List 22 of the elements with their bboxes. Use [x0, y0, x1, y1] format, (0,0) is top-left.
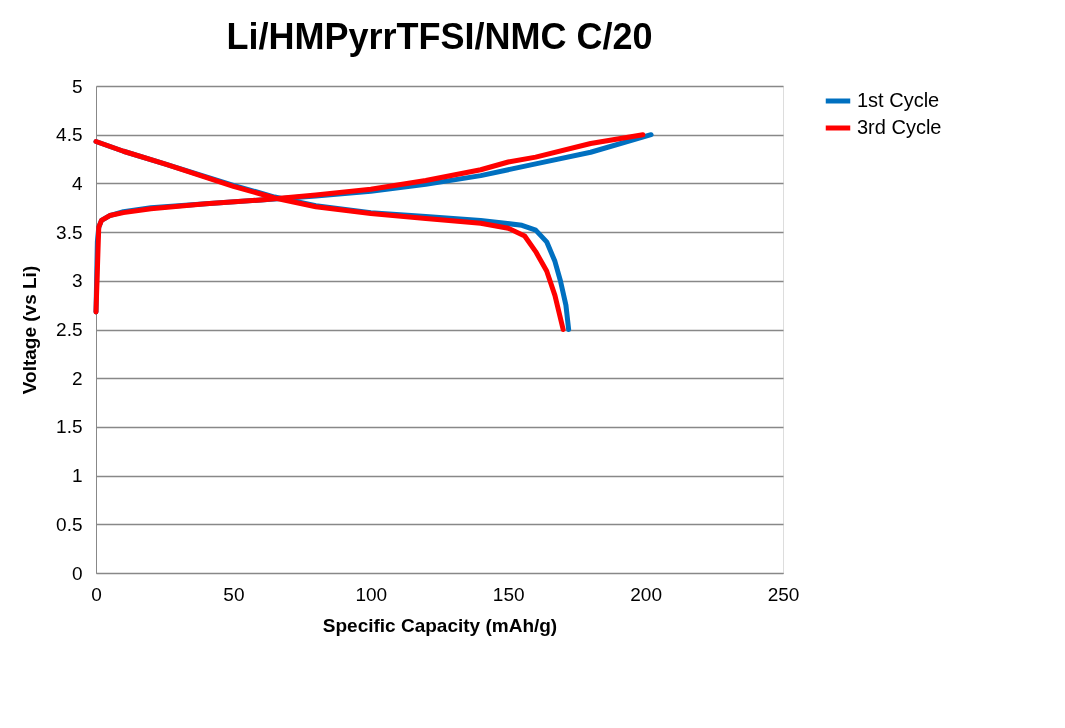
y-axis-title: Voltage (vs Li): [19, 265, 41, 395]
x-tick-label: 50: [223, 583, 245, 605]
x-axis-title: Specific Capacity (mAh/g): [322, 614, 558, 636]
y-tick-label: 4: [71, 172, 83, 194]
legend-label: 3rd Cycle: [857, 116, 942, 138]
y-tick-label: 1: [71, 465, 83, 487]
y-tick-label: 0: [71, 562, 83, 584]
y-tick-label: 2: [71, 367, 83, 389]
x-tick-label: 250: [767, 583, 800, 605]
legend-label: 1st Cycle: [857, 89, 940, 111]
y-tick-label: 3: [71, 270, 83, 292]
y-tick-label: 0.5: [56, 513, 83, 535]
y-tick-label: 3.5: [56, 221, 83, 243]
chart-title: Li/HMPyrrTFSI/NMC C/20: [226, 16, 653, 57]
y-tick-label: 1.5: [56, 416, 83, 438]
y-tick-label: 4.5: [56, 124, 83, 146]
y-tick-label: 2.5: [56, 319, 83, 340]
y-tick-label: 5: [71, 75, 83, 97]
x-tick-label: 150: [492, 583, 525, 605]
x-tick-label: 200: [630, 583, 662, 605]
x-tick-label: 100: [355, 583, 388, 605]
x-tick-label: 0: [91, 583, 102, 605]
